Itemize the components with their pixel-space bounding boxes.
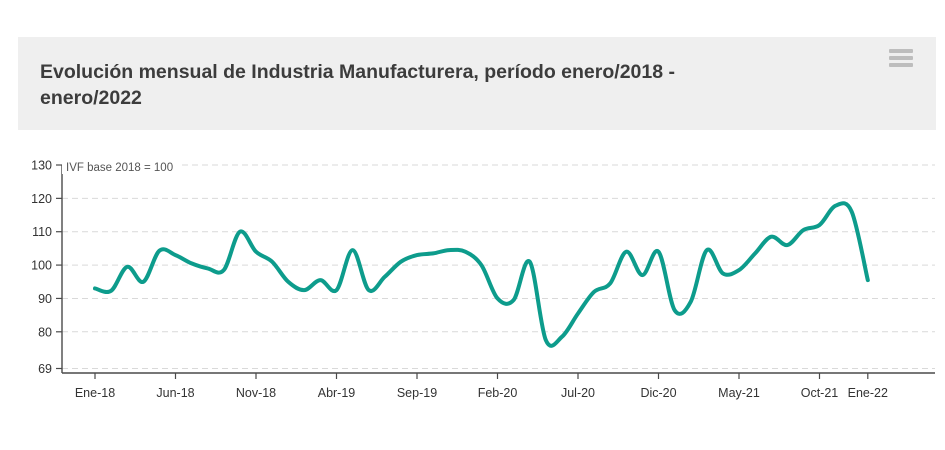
y-axis-labels: 69 80 90 100 110 120 130 <box>31 159 52 377</box>
y-tick-label: 120 <box>31 192 52 206</box>
chart-context-menu-button[interactable] <box>886 46 916 72</box>
x-axis-labels: Ene-18 Jun-18 Nov-18 Abr-19 Sep-19 Feb-20 Jul-… <box>75 386 888 400</box>
chart-title-line2: enero/2022 <box>40 87 142 109</box>
y-tick-label: 90 <box>38 292 52 306</box>
x-tick-label: Jun-18 <box>156 386 194 400</box>
series-line-ivf <box>93 201 870 348</box>
y-tick-label: 80 <box>38 325 52 339</box>
x-tick-label: Ene-22 <box>848 386 888 400</box>
y-axis-annotation: IVF base 2018 = 100 <box>66 162 173 174</box>
y-tick-label: 69 <box>38 362 52 376</box>
y-tick-label: 100 <box>31 259 52 273</box>
axis-annotation-background <box>62 160 178 174</box>
gridlines <box>62 164 935 369</box>
y-tick-label: 110 <box>32 225 52 239</box>
y-tick-label: 130 <box>31 159 52 173</box>
x-tick-label: Abr-19 <box>318 386 356 400</box>
x-tick-label: Oct-21 <box>801 386 839 400</box>
hamburger-icon <box>889 48 913 53</box>
x-tick-label: Ene-18 <box>75 386 115 400</box>
x-tick-label: Nov-18 <box>236 386 276 400</box>
chart-header: Evolución mensual de Industria Manufactu… <box>18 37 936 130</box>
hamburger-icon <box>889 62 913 67</box>
axes <box>56 164 935 379</box>
x-tick-label: Sep-19 <box>397 386 437 400</box>
x-tick-label: Feb-20 <box>478 386 518 400</box>
hamburger-icon <box>889 55 913 60</box>
x-tick-label: Dic-20 <box>640 386 676 400</box>
x-tick-label: May-21 <box>718 386 760 400</box>
chart-title: Evolución mensual de Industria Manufactu… <box>18 37 936 111</box>
x-tick-label: Jul-20 <box>561 386 595 400</box>
chart-title-line1: Evolución mensual de Industria Manufactu… <box>40 61 675 83</box>
